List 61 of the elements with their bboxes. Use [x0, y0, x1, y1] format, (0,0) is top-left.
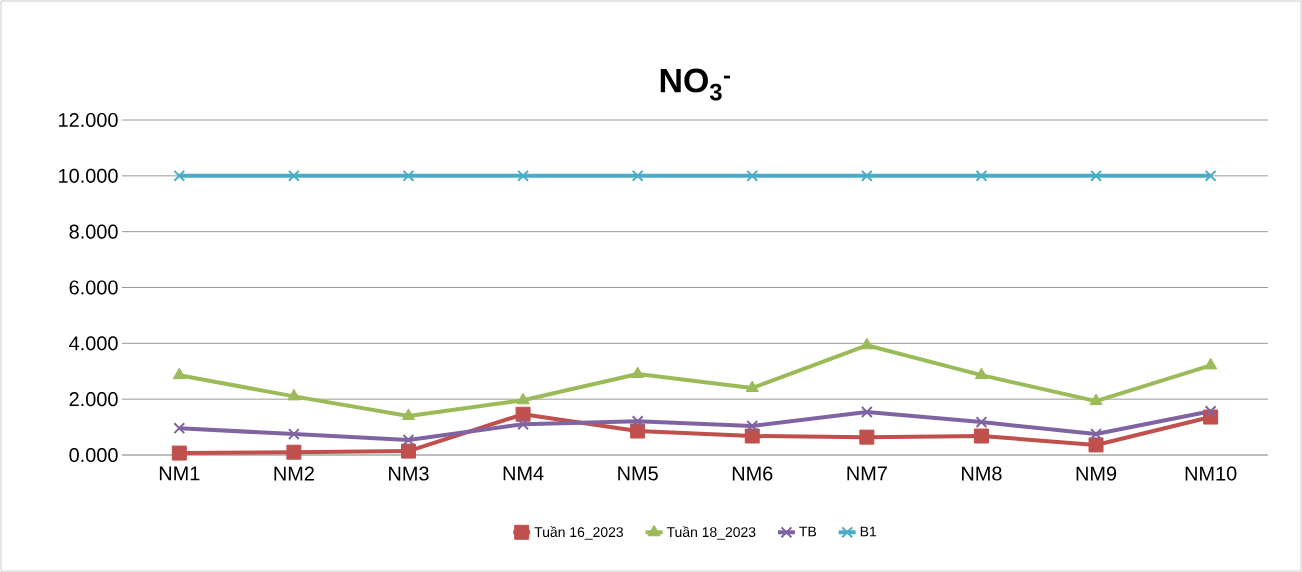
point	[975, 416, 988, 429]
point	[173, 169, 186, 182]
point	[286, 444, 302, 460]
point	[401, 408, 416, 420]
legend-label: Tuần 16_2023	[534, 526, 623, 540]
point	[975, 169, 988, 182]
point	[402, 433, 415, 446]
point	[517, 169, 530, 182]
point	[631, 366, 645, 379]
y-tick-label: 0.000	[69, 447, 118, 463]
point	[400, 443, 416, 459]
point	[860, 169, 873, 182]
point	[287, 388, 301, 401]
point	[1204, 169, 1217, 182]
point	[1090, 169, 1102, 182]
point	[974, 367, 989, 380]
y-tick-label: 2.000	[69, 392, 118, 407]
point	[516, 392, 530, 405]
point	[402, 169, 415, 182]
point	[1204, 357, 1218, 370]
point	[173, 422, 186, 435]
x-tick-label: NM9	[1076, 466, 1117, 481]
point	[860, 337, 874, 350]
point	[859, 429, 875, 445]
point	[630, 423, 646, 439]
x-tick-label: NM8	[962, 466, 1002, 481]
point	[287, 169, 300, 182]
point	[287, 428, 300, 441]
y-tick-label: 4.000	[69, 336, 118, 351]
point	[172, 367, 186, 380]
point	[744, 428, 760, 444]
legend-label: B1	[860, 526, 877, 537]
y-tick-label: 12.000	[59, 112, 118, 128]
point	[631, 169, 644, 182]
point	[1090, 428, 1102, 441]
point	[973, 428, 989, 444]
point	[746, 420, 759, 432]
legend-label: Tuần 18_2023	[666, 526, 756, 540]
y-tick-label: 10.000	[59, 168, 118, 183]
chart-title: NO$_{3}$-	[660, 68, 730, 101]
point	[746, 169, 759, 182]
x-tick-label: NM6	[732, 466, 773, 481]
point	[1089, 393, 1103, 406]
point	[860, 406, 873, 418]
point	[1204, 405, 1217, 418]
x-tick-label: NM1	[159, 466, 200, 481]
x-tick-label: NM4	[503, 466, 544, 481]
point	[745, 380, 759, 392]
point	[171, 445, 187, 461]
x-tick-label: NM3	[389, 466, 429, 481]
point	[1088, 437, 1104, 453]
x-tick-label: NM5	[618, 466, 658, 481]
point	[515, 406, 531, 422]
point	[517, 418, 530, 431]
x-tick-label: NM10	[1185, 466, 1237, 481]
x-tick-label: NM7	[847, 466, 887, 481]
x-tick-label: NM2	[274, 466, 314, 481]
y-tick-label: 8.000	[69, 224, 118, 239]
legend-label: TB	[799, 526, 817, 537]
y-tick-label: 6.000	[69, 280, 118, 295]
point	[631, 415, 644, 428]
